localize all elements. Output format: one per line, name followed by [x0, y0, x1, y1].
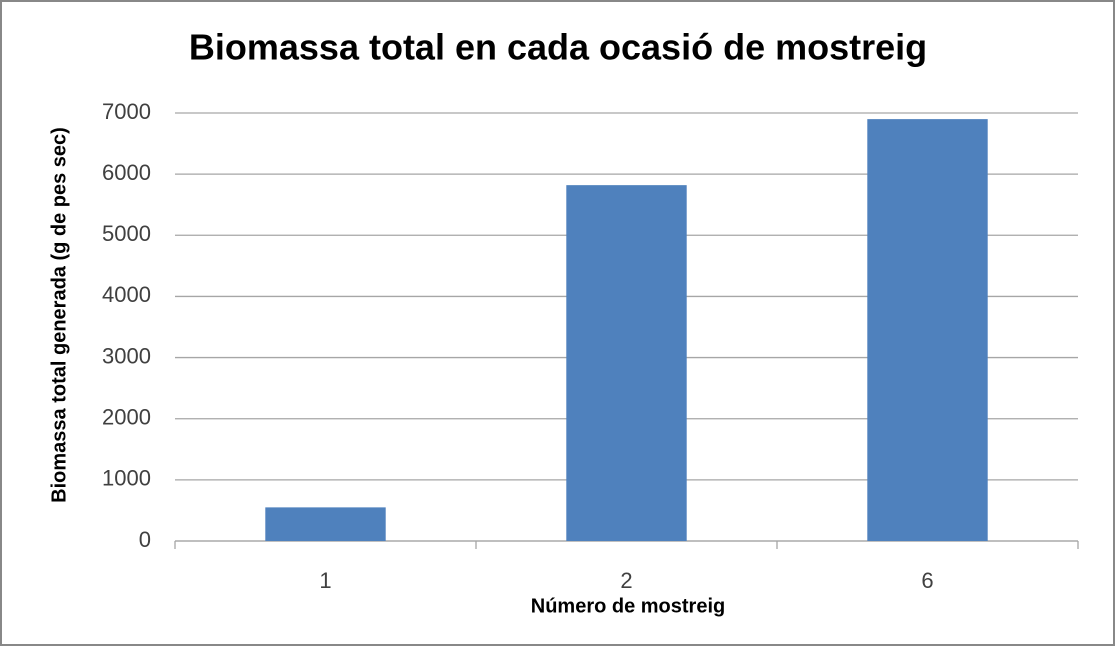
x-tick-label: 6 [921, 568, 933, 593]
bar [265, 507, 386, 541]
y-tick-label: 7000 [102, 99, 151, 124]
bar [566, 185, 687, 542]
x-tick-label: 1 [319, 568, 331, 593]
x-tick-label: 2 [620, 568, 632, 593]
x-axis-label: Número de mostreig [531, 595, 725, 617]
y-tick-label: 6000 [102, 160, 151, 185]
bar [867, 119, 988, 541]
chart-title: Biomassa total en cada ocasió de mostrei… [189, 27, 927, 68]
y-tick-label: 4000 [102, 282, 151, 307]
y-tick-label: 3000 [102, 343, 151, 368]
y-tick-label: 2000 [102, 405, 151, 430]
y-axis-label: Biomassa total generada (g de pes sec) [48, 127, 70, 503]
y-tick-label: 0 [139, 527, 151, 552]
y-tick-label: 5000 [102, 221, 151, 246]
y-tick-label: 1000 [102, 466, 151, 491]
